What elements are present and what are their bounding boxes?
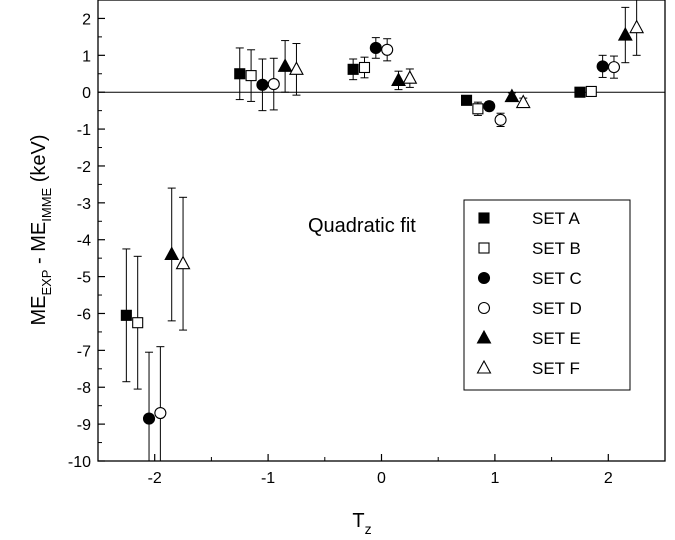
data-point (256, 78, 269, 91)
legend-marker (477, 271, 491, 285)
legend-marker (478, 242, 490, 254)
data-point (460, 94, 473, 106)
y-axis-label-part2: - ME (28, 222, 50, 270)
y-tick-label: -5 (77, 270, 91, 287)
legend-label: SET D (532, 299, 582, 318)
legend-label: SET C (532, 269, 582, 288)
legend-label: SET F (532, 359, 580, 378)
data-point (277, 58, 293, 72)
legend-item: SET D (477, 299, 582, 318)
legend-item: SET C (477, 269, 582, 288)
data-point (515, 94, 531, 109)
data-point (154, 407, 167, 420)
legend-marker (478, 212, 490, 224)
y-tick-label: 1 (82, 48, 91, 65)
legend-label: SET E (532, 329, 581, 348)
y-tick-label: -9 (77, 417, 91, 434)
data-point (120, 309, 132, 321)
data-point (617, 26, 633, 41)
legend-item: SET B (478, 239, 581, 258)
y-axis-label-part1: ME (28, 296, 50, 326)
x-tick-label: -2 (148, 470, 162, 487)
data-point (369, 41, 382, 54)
series-set-b (132, 49, 597, 390)
data-point (245, 70, 257, 82)
data-point (472, 103, 484, 115)
series-set-a (120, 47, 586, 383)
y-tick-label: -3 (77, 196, 91, 213)
data-series (120, 0, 645, 461)
data-point (289, 61, 304, 75)
data-point (175, 255, 191, 270)
y-tick-label: -6 (77, 306, 91, 323)
y-tick-label: 2 (82, 11, 91, 28)
y-tick-label: -10 (68, 454, 91, 471)
data-point (391, 72, 406, 86)
data-point (504, 88, 520, 103)
data-point (358, 61, 371, 74)
x-tick-label: 0 (377, 470, 386, 487)
legend: SET A SET B SET C SET D SET E SET F (463, 199, 631, 391)
data-point (142, 412, 156, 425)
legend-item: SET E (476, 329, 581, 348)
x-tick-label: -1 (261, 470, 275, 487)
data-point (483, 100, 496, 113)
legend-item: SET A (478, 209, 581, 228)
y-axis-label-part3: (keV) (28, 134, 50, 187)
data-point (164, 246, 180, 261)
x-tick-label: 2 (604, 470, 613, 487)
data-point (596, 60, 609, 73)
data-point (267, 78, 280, 91)
data-point (132, 317, 144, 329)
legend-box (463, 199, 631, 391)
series-set-f (175, 0, 645, 331)
y-axis-label-sub1: EXP (39, 270, 54, 296)
x-axis-label-main: T (352, 510, 364, 532)
data-point (574, 86, 586, 98)
x-axis-label-sub: z (365, 521, 372, 537)
annotation-text: Quadratic fit (308, 215, 416, 237)
data-point (494, 113, 507, 126)
data-point (381, 43, 394, 56)
x-axis-label: Tz (352, 510, 371, 537)
x-tick-label: 1 (490, 470, 499, 487)
data-point (402, 70, 418, 84)
legend-label: SET B (532, 239, 581, 258)
legend-item: SET F (476, 359, 580, 378)
series-set-e (164, 6, 633, 322)
data-point (585, 85, 597, 98)
y-tick-label: -4 (77, 233, 91, 250)
legend-label: SET A (532, 209, 581, 228)
data-point (234, 68, 246, 80)
y-tick-label: -2 (77, 159, 91, 176)
series-set-c (142, 37, 609, 461)
series-set-d (154, 38, 621, 461)
y-tick-label: -7 (77, 343, 91, 360)
y-axis-label-sub2: IMME (39, 187, 54, 221)
legend-marker (476, 359, 492, 374)
data-point (629, 19, 645, 34)
y-tick-label: -8 (77, 380, 91, 397)
y-tick-label: 0 (82, 85, 91, 102)
data-point (347, 63, 359, 75)
legend-marker (476, 329, 492, 344)
legend-items: SET A SET B SET C SET D SET E SET F (476, 209, 582, 378)
y-tick-label: -1 (77, 122, 91, 139)
legend-marker (477, 301, 491, 315)
data-point (607, 61, 621, 74)
y-axis-label: MEEXP - MEIMME (keV) (28, 134, 54, 325)
